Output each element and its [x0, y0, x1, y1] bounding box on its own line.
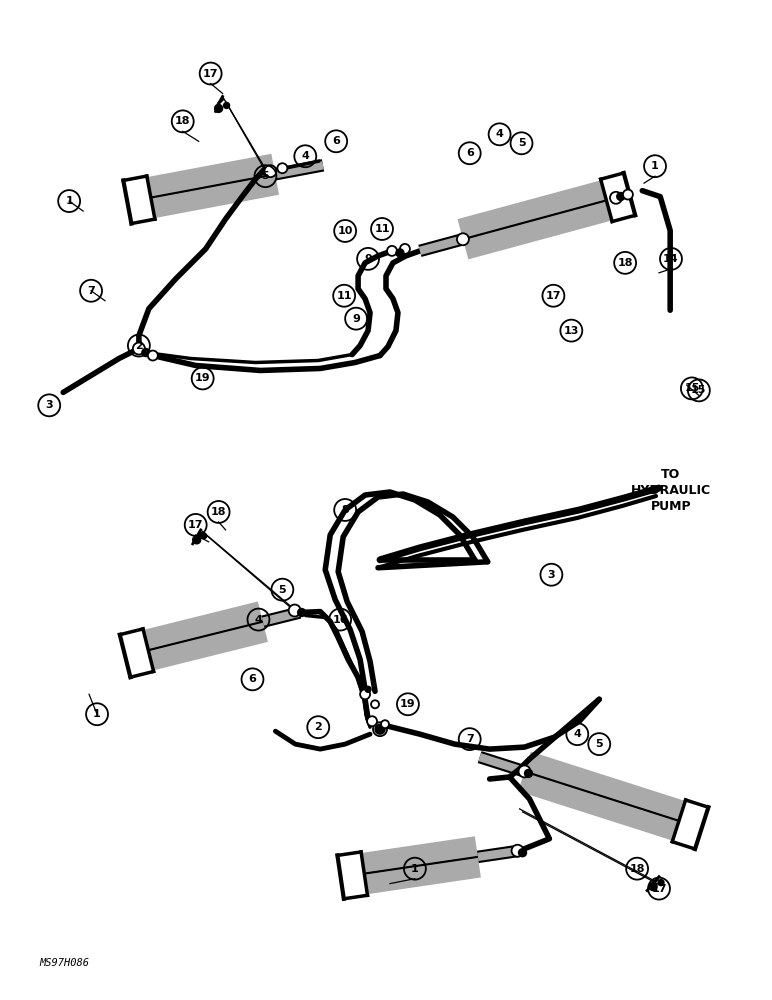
Circle shape — [519, 849, 527, 857]
Circle shape — [381, 720, 389, 728]
Text: 17: 17 — [652, 884, 667, 894]
Text: 11: 11 — [374, 224, 390, 234]
Text: 10: 10 — [337, 226, 353, 236]
Circle shape — [524, 769, 533, 777]
Circle shape — [617, 193, 625, 200]
Text: 19: 19 — [195, 373, 211, 383]
Text: 16: 16 — [333, 615, 348, 625]
Text: 7: 7 — [466, 734, 473, 744]
Text: 2: 2 — [135, 341, 143, 351]
Circle shape — [371, 700, 379, 708]
Text: 15: 15 — [684, 383, 699, 393]
Text: 7: 7 — [87, 286, 95, 296]
Text: 4: 4 — [255, 615, 262, 625]
Circle shape — [224, 102, 229, 108]
Text: 13: 13 — [564, 326, 579, 336]
Text: 17: 17 — [546, 291, 561, 301]
Text: MS97H086: MS97H086 — [39, 958, 90, 968]
Circle shape — [396, 249, 404, 257]
Text: TO
HYDRAULIC
PUMP: TO HYDRAULIC PUMP — [631, 468, 711, 513]
Text: 8: 8 — [341, 505, 349, 515]
Text: 18: 18 — [175, 116, 191, 126]
Text: 18: 18 — [618, 258, 633, 268]
Circle shape — [201, 533, 207, 539]
Text: 17: 17 — [188, 520, 204, 530]
Text: 1: 1 — [651, 161, 659, 171]
Text: 4: 4 — [574, 729, 581, 739]
Text: 9: 9 — [364, 254, 372, 264]
Text: 18: 18 — [211, 507, 226, 517]
Text: 5: 5 — [262, 171, 269, 181]
Text: 14: 14 — [663, 254, 679, 264]
Text: 17: 17 — [203, 69, 218, 79]
Circle shape — [375, 724, 385, 734]
Circle shape — [457, 233, 469, 245]
Text: 5: 5 — [518, 138, 525, 148]
Circle shape — [658, 880, 664, 886]
Circle shape — [277, 163, 287, 173]
Text: 5: 5 — [595, 739, 603, 749]
Text: 19: 19 — [400, 699, 416, 709]
Text: 4: 4 — [301, 151, 310, 161]
Circle shape — [623, 190, 633, 200]
Circle shape — [142, 349, 150, 357]
Circle shape — [215, 104, 222, 112]
Circle shape — [387, 246, 397, 256]
Text: 6: 6 — [466, 148, 474, 158]
Circle shape — [289, 605, 300, 616]
Circle shape — [400, 244, 410, 254]
Text: 1: 1 — [93, 709, 101, 719]
Text: 9: 9 — [352, 314, 360, 324]
Circle shape — [360, 689, 370, 699]
Circle shape — [367, 716, 377, 726]
Circle shape — [148, 351, 157, 361]
Circle shape — [193, 536, 201, 544]
Text: 15: 15 — [691, 385, 706, 395]
Text: 3: 3 — [46, 400, 53, 410]
Circle shape — [133, 343, 145, 355]
Text: 5: 5 — [279, 585, 286, 595]
Text: 3: 3 — [547, 570, 555, 580]
Text: 11: 11 — [337, 291, 352, 301]
Text: 6: 6 — [332, 136, 340, 146]
Circle shape — [649, 883, 657, 891]
Circle shape — [365, 686, 371, 692]
Circle shape — [610, 192, 622, 204]
Circle shape — [298, 609, 306, 616]
Text: 2: 2 — [314, 722, 322, 732]
Text: 1: 1 — [411, 864, 418, 874]
Text: 18: 18 — [629, 864, 645, 874]
Circle shape — [512, 845, 523, 857]
Circle shape — [373, 722, 387, 736]
Circle shape — [265, 165, 276, 177]
Text: 1: 1 — [66, 196, 73, 206]
Text: 6: 6 — [249, 674, 256, 684]
Text: 4: 4 — [496, 129, 503, 139]
Circle shape — [519, 765, 530, 777]
